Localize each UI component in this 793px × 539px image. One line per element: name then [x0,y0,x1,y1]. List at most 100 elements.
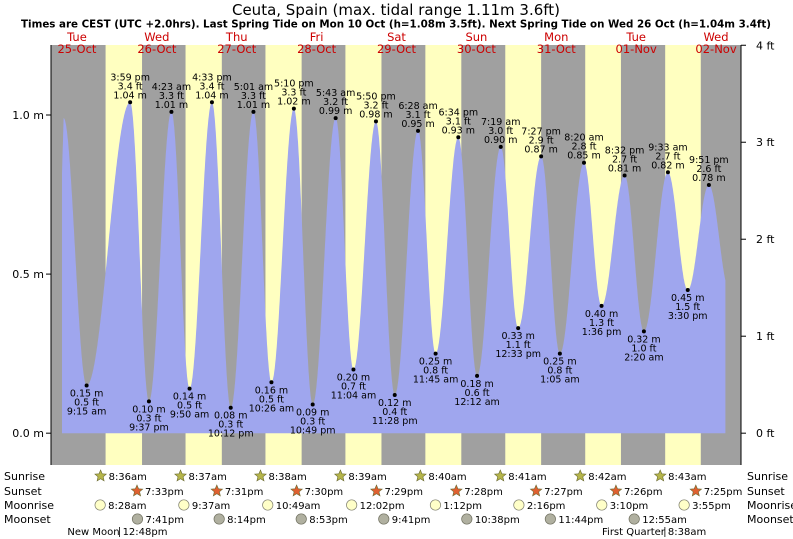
day-label-date: 31-Oct [537,42,576,56]
low-tide-metres: 0.25 m [543,357,576,368]
sunset-star-icon [210,484,224,497]
day-label-dow: Tue [625,30,646,44]
moonset-icon [378,513,390,525]
low-tide-metres: 0.45 m [671,293,704,304]
day-label-date: 30-Oct [457,42,496,56]
tide-point-low-27 [641,329,646,334]
low-tide-feet: 0.8 ft [423,366,448,377]
moonrise-time: 9:37am [192,501,230,512]
day-label-dow: Thu [225,30,248,44]
high-tide-feet: 3.2 ft [363,100,388,111]
high-tide-metres: 0.99 m [319,106,352,117]
low-tide-time: 12:33 pm [495,349,541,360]
moonset-icon [131,513,144,525]
high-tide-feet: 3.1 ft [406,110,431,121]
moonrise-time: 12:02pm [360,501,405,512]
y-tick-label-ft: 4 ft [756,39,775,52]
moonrise-icon [429,499,441,511]
moonset-time: 7:41pm [145,515,184,526]
low-tide-time: 10:26 am [249,403,294,414]
tide-point-high-28 [665,170,670,175]
tide-point-low-21 [516,326,521,331]
high-tide-time: 7:27 pm [521,126,561,137]
day-label-dow: Wed [703,30,728,44]
high-tide-time: 8:20 am [564,133,603,144]
moonrise-icon [678,499,690,511]
low-tide-metres: 0.08 m [214,411,247,422]
low-tide-time: 9:37 pm [129,422,169,433]
high-tide-metres: 0.82 m [651,160,684,171]
low-tide-feet: 0.8 ft [547,366,572,377]
low-tide-time: 11:04 am [331,391,376,402]
moonrise-time: 10:49am [276,501,321,512]
high-tide-metres: 1.01 m [237,100,270,111]
low-tide-feet: 0.5 ft [259,394,284,405]
sunrise-time: 8:39am [348,472,386,483]
high-tide-metres: 0.93 m [442,125,475,136]
high-tide-metres: 0.85 m [567,151,600,162]
sunset-star-icon [689,484,703,497]
tide-point-low-7 [228,405,233,410]
moonset-icon [295,513,307,525]
sunset-time: 7:31pm [225,487,264,498]
day-label-dow: Tue [66,30,87,44]
y-tick-label-m: 1.0 m [12,109,44,122]
high-tide-time: 5:43 am [316,88,355,99]
low-tide-time: 9:15 am [67,406,106,417]
moon-phase-name: First Quarter [602,527,666,538]
tide-point-low-17 [433,351,438,356]
moon-phase-time: 8:38am [668,527,706,538]
high-tide-time: 6:34 pm [438,107,478,118]
low-tide-metres: 0.09 m [296,408,329,419]
row-label-left: Moonrise [4,499,54,512]
low-tide-metres: 0.32 m [627,334,660,345]
high-tide-metres: 0.90 m [484,135,517,146]
tide-point-high-16 [416,128,421,133]
high-tide-time: 4:23 am [152,82,191,93]
row-label-left: Moonset [4,513,51,526]
high-tide-metres: 1.02 m [277,97,310,108]
high-tide-feet: 2.8 ft [571,142,596,153]
low-tide-metres: 0.25 m [419,357,452,368]
sunrise-star-icon [413,469,427,482]
tide-point-low-23 [557,351,562,356]
moonrise-time: 8:28am [108,501,146,512]
moonrise-time: 3:55pm [692,501,731,512]
moonset-icon [628,513,640,525]
moonrise-icon [346,499,358,511]
tide-point-low-5 [187,386,192,391]
day-label-date: 26-Oct [137,42,176,56]
low-tide-feet: 0.4 ft [382,407,407,418]
moonrise-time: 2:16pm [527,501,566,512]
moonset-time: 8:14pm [227,515,266,526]
high-tide-metres: 1.04 m [113,90,146,101]
tide-point-high-26 [622,173,627,178]
sunrise-star-icon [174,469,187,482]
low-tide-time: 10:49 pm [290,426,336,437]
low-tide-metres: 0.18 m [460,379,493,390]
low-tide-feet: 0.3 ft [218,420,243,431]
low-tide-feet: 1.3 ft [589,318,614,329]
moonrise-icon [94,499,106,511]
high-tide-time: 4:33 pm [192,72,232,83]
low-tide-time: 3:30 pm [668,311,708,322]
moonset-time: 11:44pm [558,515,603,526]
tide-curve-layer [62,102,726,434]
high-tide-feet: 3.2 ft [323,97,348,108]
sunrise-time: 8:36am [109,472,147,483]
tide-point-low-15 [392,393,397,397]
low-tide-time: 10:12 pm [208,429,254,440]
high-tide-time: 7:19 am [481,117,520,128]
low-tide-metres: 0.16 m [255,385,288,396]
day-label-date: 27-Oct [217,42,256,56]
high-tide-feet: 2.6 ft [696,164,721,175]
y-tick-label-m: 0.5 m [12,268,44,281]
sunset-time: 7:26pm [624,487,663,498]
row-label-left: Sunrise [4,470,45,483]
row-label-right: Moonset [747,513,793,526]
tide-point-low-9 [269,380,274,385]
sunset-star-icon [529,484,543,497]
moonset-time: 9:41pm [392,515,431,526]
chart-title: Ceuta, Spain (max. tidal range 1.11m 3.6… [232,1,560,19]
